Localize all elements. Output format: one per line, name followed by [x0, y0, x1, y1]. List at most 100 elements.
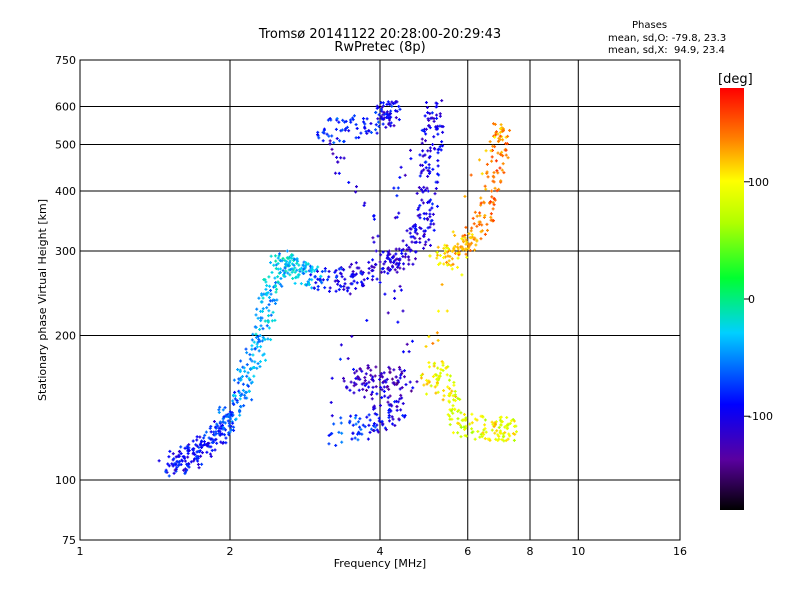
- y-tick-label: 100: [55, 474, 76, 487]
- data-point: [455, 251, 459, 255]
- data-point: [444, 366, 448, 370]
- data-point: [440, 99, 444, 103]
- data-point: [403, 173, 407, 177]
- data-point: [237, 391, 241, 395]
- data-point: [436, 366, 440, 370]
- data-point: [365, 415, 369, 419]
- data-point: [386, 396, 390, 400]
- data-point: [444, 249, 448, 253]
- data-point: [493, 122, 497, 126]
- data-point: [202, 436, 206, 440]
- data-point: [463, 194, 467, 198]
- data-point: [180, 459, 184, 463]
- data-point: [351, 270, 355, 274]
- data-point: [390, 100, 394, 104]
- data-point: [255, 342, 259, 346]
- data-point: [428, 212, 432, 216]
- data-point: [436, 132, 440, 136]
- data-point: [432, 222, 436, 226]
- data-point: [290, 256, 294, 260]
- data-point: [351, 423, 355, 427]
- data-point: [267, 303, 271, 307]
- data-point: [352, 367, 356, 371]
- data-point: [450, 389, 454, 393]
- data-point: [461, 234, 465, 238]
- data-point: [489, 212, 493, 216]
- data-point: [446, 247, 450, 251]
- data-point: [483, 418, 487, 422]
- data-point: [395, 381, 399, 385]
- data-point: [245, 374, 249, 378]
- data-point: [505, 416, 509, 420]
- colorbar-tick-label: 0: [748, 293, 755, 306]
- data-point: [372, 217, 376, 221]
- data-point: [420, 128, 424, 132]
- data-point: [447, 248, 451, 252]
- data-point: [247, 389, 251, 393]
- data-point: [228, 410, 232, 414]
- data-point: [374, 123, 378, 127]
- data-point: [376, 117, 380, 121]
- data-point: [490, 195, 494, 199]
- data-point: [425, 186, 429, 190]
- data-point: [362, 381, 366, 385]
- data-point: [335, 117, 339, 121]
- data-point: [453, 233, 457, 237]
- data-point: [293, 266, 297, 270]
- data-point: [424, 127, 428, 131]
- data-point: [207, 441, 211, 445]
- data-point: [400, 249, 404, 253]
- data-point: [157, 459, 161, 463]
- data-point: [377, 416, 381, 420]
- data-point: [470, 226, 474, 230]
- data-point: [304, 261, 308, 265]
- data-point: [394, 109, 398, 113]
- data-point: [370, 397, 374, 401]
- data-point: [386, 267, 390, 271]
- data-point: [415, 191, 419, 195]
- data-point: [388, 118, 392, 122]
- data-point: [279, 259, 283, 263]
- colorbar-ticks: 100 0 -100: [744, 176, 773, 423]
- data-point: [360, 369, 364, 373]
- data-point: [379, 385, 383, 389]
- data-point: [353, 436, 357, 440]
- data-point: [269, 313, 273, 317]
- data-point: [286, 271, 290, 275]
- data-point: [232, 403, 236, 407]
- data-point: [496, 171, 500, 175]
- data-point: [380, 105, 384, 109]
- data-point: [255, 307, 259, 311]
- data-point: [480, 172, 484, 176]
- data-point: [222, 415, 226, 419]
- data-point: [473, 417, 477, 421]
- data-point: [468, 422, 472, 426]
- data-point: [376, 120, 380, 124]
- data-point: [213, 433, 217, 437]
- data-point: [365, 388, 369, 392]
- data-point: [504, 148, 508, 152]
- data-point: [456, 256, 460, 260]
- data-point: [221, 441, 225, 445]
- data-point: [329, 400, 333, 404]
- data-point: [429, 384, 433, 388]
- data-point: [461, 238, 465, 242]
- grid: [80, 60, 680, 540]
- data-point: [365, 131, 369, 135]
- data-point: [354, 376, 358, 380]
- data-point: [482, 432, 486, 436]
- data-point: [353, 416, 357, 420]
- data-point: [438, 254, 442, 258]
- data-point: [424, 132, 428, 136]
- data-point: [386, 384, 390, 388]
- data-point: [379, 253, 383, 257]
- data-point: [360, 432, 364, 436]
- data-point: [495, 169, 499, 173]
- data-point: [427, 365, 431, 369]
- data-point: [483, 423, 487, 427]
- data-point: [356, 420, 360, 424]
- data-point: [418, 226, 422, 230]
- data-point: [426, 149, 430, 153]
- data-point: [428, 146, 432, 150]
- data-point: [362, 120, 366, 124]
